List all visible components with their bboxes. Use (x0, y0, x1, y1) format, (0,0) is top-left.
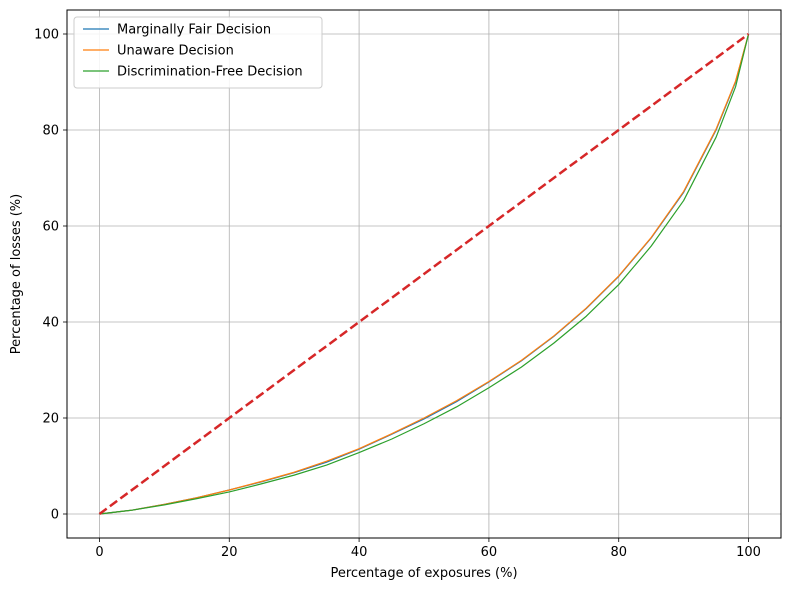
x-tick-label: 20 (221, 545, 238, 560)
legend-label: Marginally Fair Decision (117, 23, 271, 38)
x-tick-label: 40 (351, 545, 368, 560)
x-tick-label: 100 (736, 545, 761, 560)
y-tick-label: 40 (42, 316, 59, 331)
y-tick-label: 100 (34, 28, 59, 43)
ticks: 0 20 40 60 80 100 0 20 40 60 80 100 (34, 28, 761, 561)
x-tick-label: 60 (481, 545, 498, 560)
reference-line (98, 32, 750, 516)
x-tick-label: 0 (95, 545, 103, 560)
series-layer (98, 32, 750, 516)
legend: Marginally Fair Decision Unaware Decision… (73, 16, 323, 89)
y-tick-label: 0 (51, 508, 59, 523)
series-line (99, 33, 750, 515)
y-tick-label: 80 (42, 124, 59, 139)
series-line (99, 33, 750, 515)
y-tick-label: 20 (42, 412, 59, 427)
legend-box (73, 16, 323, 89)
y-tick-label: 60 (42, 220, 59, 235)
plot-frame (66, 9, 782, 539)
x-axis-label: Percentage of exposures (%) (330, 566, 517, 581)
legend-label: Unaware Decision (117, 44, 234, 59)
x-tick-label: 80 (610, 545, 627, 560)
legend-label: Discrimination-Free Decision (117, 65, 303, 80)
y-axis-label: Percentage of losses (%) (9, 194, 24, 354)
